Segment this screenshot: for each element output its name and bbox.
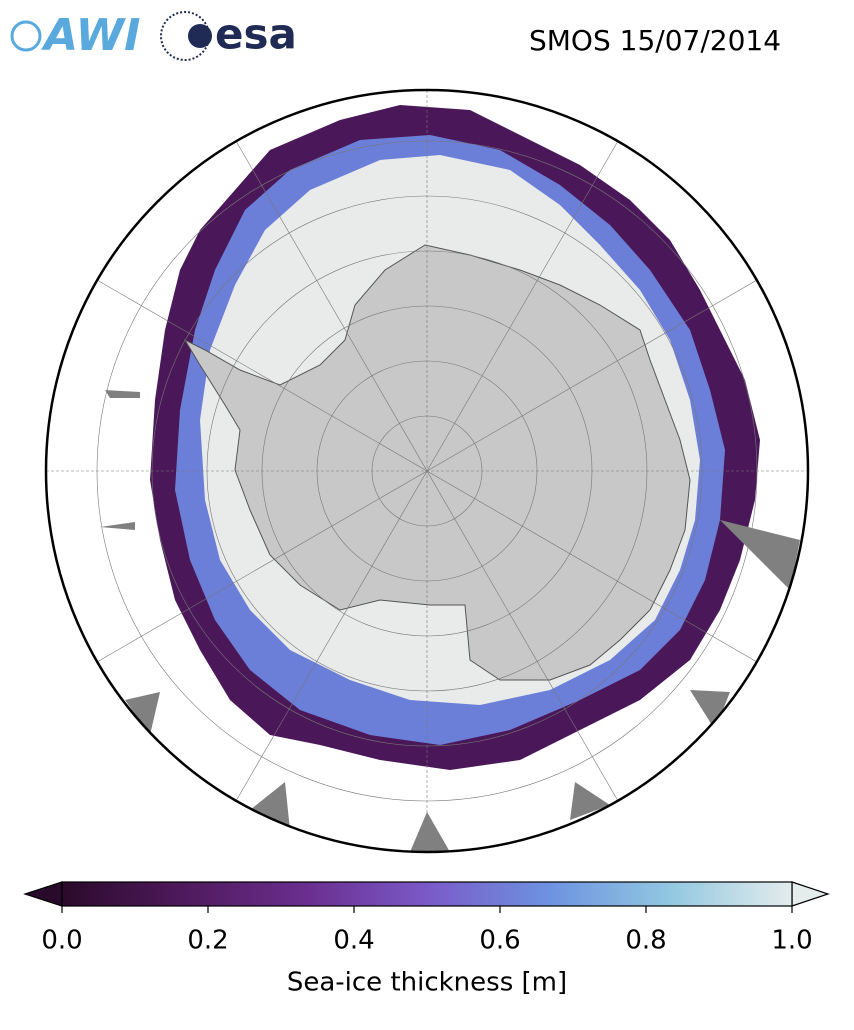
colorbar-tick-label: 0.2 xyxy=(187,926,228,956)
land-fragments xyxy=(100,390,800,852)
antarctica xyxy=(183,244,691,681)
colorbar-gradient xyxy=(61,881,793,907)
esa-text: esa xyxy=(215,10,297,59)
colorbar-tick-label: 1.0 xyxy=(771,926,812,956)
graticule xyxy=(46,90,808,852)
colorbar-extend-high xyxy=(791,881,830,907)
colorbar-label: Sea-ice thickness [m] xyxy=(287,968,567,998)
colorbar: 0.0 0.2 0.4 0.6 0.8 1.0 Sea-ice thickness [m] xyxy=(23,881,830,998)
map-frame xyxy=(44,88,810,854)
colorbar-tick-label: 0.4 xyxy=(333,926,374,956)
awi-logo: AWI xyxy=(10,10,141,61)
esa-logo: esa xyxy=(160,10,297,61)
awi-text: AWI xyxy=(41,10,141,61)
colorbar-tick-label: 0.6 xyxy=(479,926,520,956)
colorbar-extend-low xyxy=(23,881,63,907)
map-title: SMOS 15/07/2014 xyxy=(529,24,781,57)
colorbar-tick-label: 0.0 xyxy=(41,926,82,956)
map xyxy=(46,90,808,852)
colorbar-tick-label: 0.8 xyxy=(625,926,666,956)
